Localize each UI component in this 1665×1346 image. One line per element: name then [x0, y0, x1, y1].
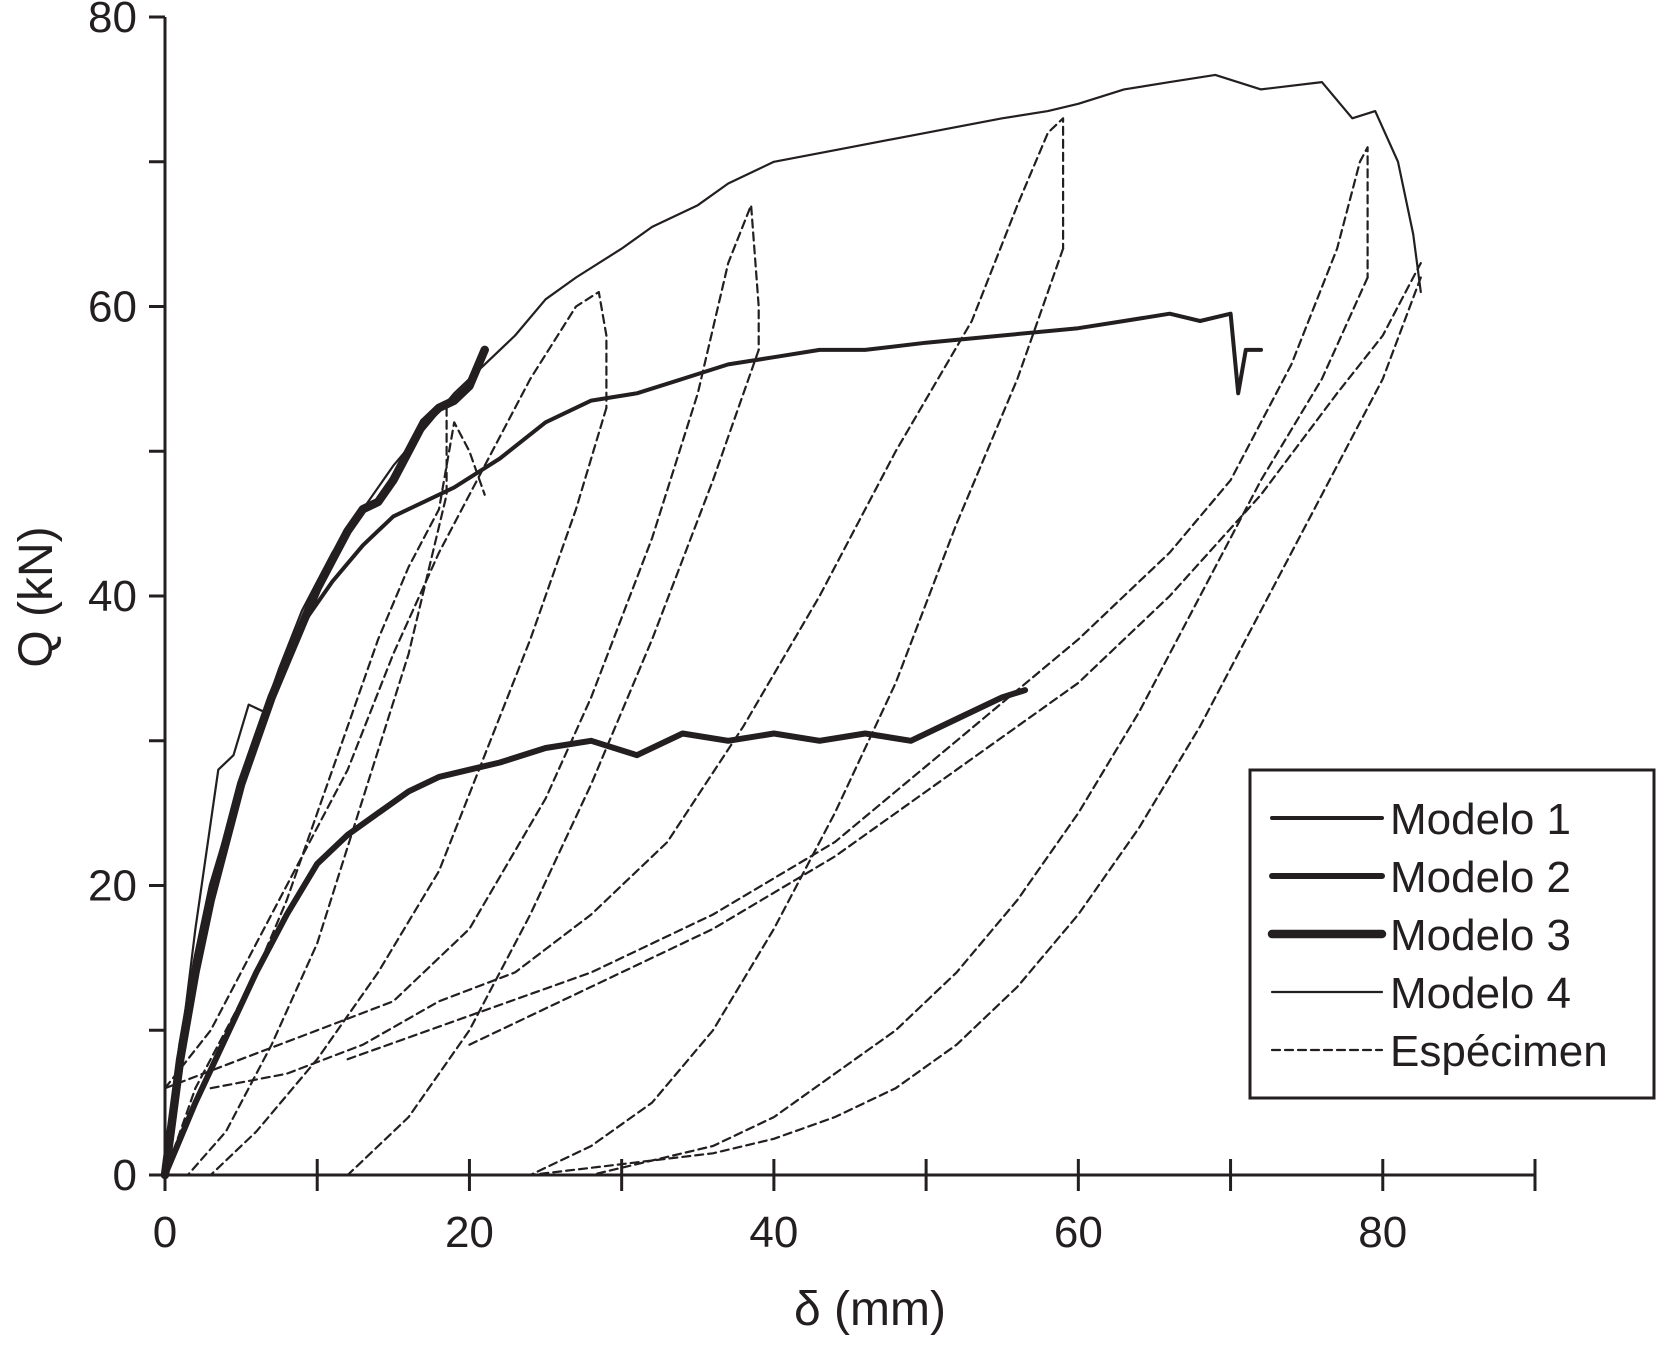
series-especimen-loop-4 — [209, 406, 608, 1177]
legend-label-modelo-1: Modelo 1 — [1390, 795, 1571, 844]
x-axis-ticks: 0 20 40 60 80 — [153, 1159, 1537, 1257]
series-especimen-loop-11 — [468, 262, 1422, 1046]
series-especimen-loop-7 — [209, 117, 1065, 1090]
series-especimen-loop-12 — [529, 276, 1422, 1177]
series-especimen-loop-10 — [590, 276, 1369, 1177]
series-modelo-1-line — [163, 311, 1263, 1177]
series-modelo-2-line — [162, 687, 1029, 1178]
y-tick-label: 60 — [88, 283, 137, 332]
series-especimen-loop-3 — [163, 290, 608, 1090]
series-especimen-loop-2 — [186, 406, 448, 1177]
y-axis-title: Q (kN) — [10, 526, 63, 667]
y-tick-label: 40 — [88, 572, 137, 621]
legend: Modelo 1 Modelo 2 Modelo 3 Modelo 4 Espécime… — [1248, 768, 1656, 1100]
x-tick-label: 80 — [1358, 1208, 1407, 1257]
series-especimen-loop-9 — [346, 146, 1369, 1061]
series-especimen-loop-1 — [163, 421, 486, 1177]
x-tick-label: 40 — [749, 1208, 798, 1257]
legend-label-modelo-4: Modelo 4 — [1390, 969, 1571, 1018]
legend-box — [1248, 768, 1656, 1100]
series-modelo-4-line — [163, 73, 1422, 1177]
legend-label-especimen: Espécimen — [1390, 1027, 1608, 1076]
y-axis-ticks: 0 20 40 60 80 — [88, 0, 165, 1200]
series-modelo-3-line — [160, 345, 489, 1180]
series-especimen-loop-8 — [529, 247, 1065, 1177]
legend-label-modelo-2: Modelo 2 — [1390, 853, 1571, 902]
x-axis-title: δ (mm) — [794, 1283, 946, 1336]
x-tick-label: 60 — [1054, 1208, 1103, 1257]
legend-label-modelo-3: Modelo 3 — [1390, 911, 1571, 960]
series-layer — [160, 73, 1422, 1180]
y-tick-label: 80 — [88, 0, 137, 42]
series-especimen-loop-5 — [163, 204, 760, 1090]
series-especimen-loop-6 — [346, 348, 760, 1177]
y-tick-label: 20 — [88, 862, 137, 911]
y-tick-label: 0 — [113, 1151, 137, 1200]
x-tick-label: 0 — [153, 1208, 177, 1257]
x-tick-label: 20 — [445, 1208, 494, 1257]
